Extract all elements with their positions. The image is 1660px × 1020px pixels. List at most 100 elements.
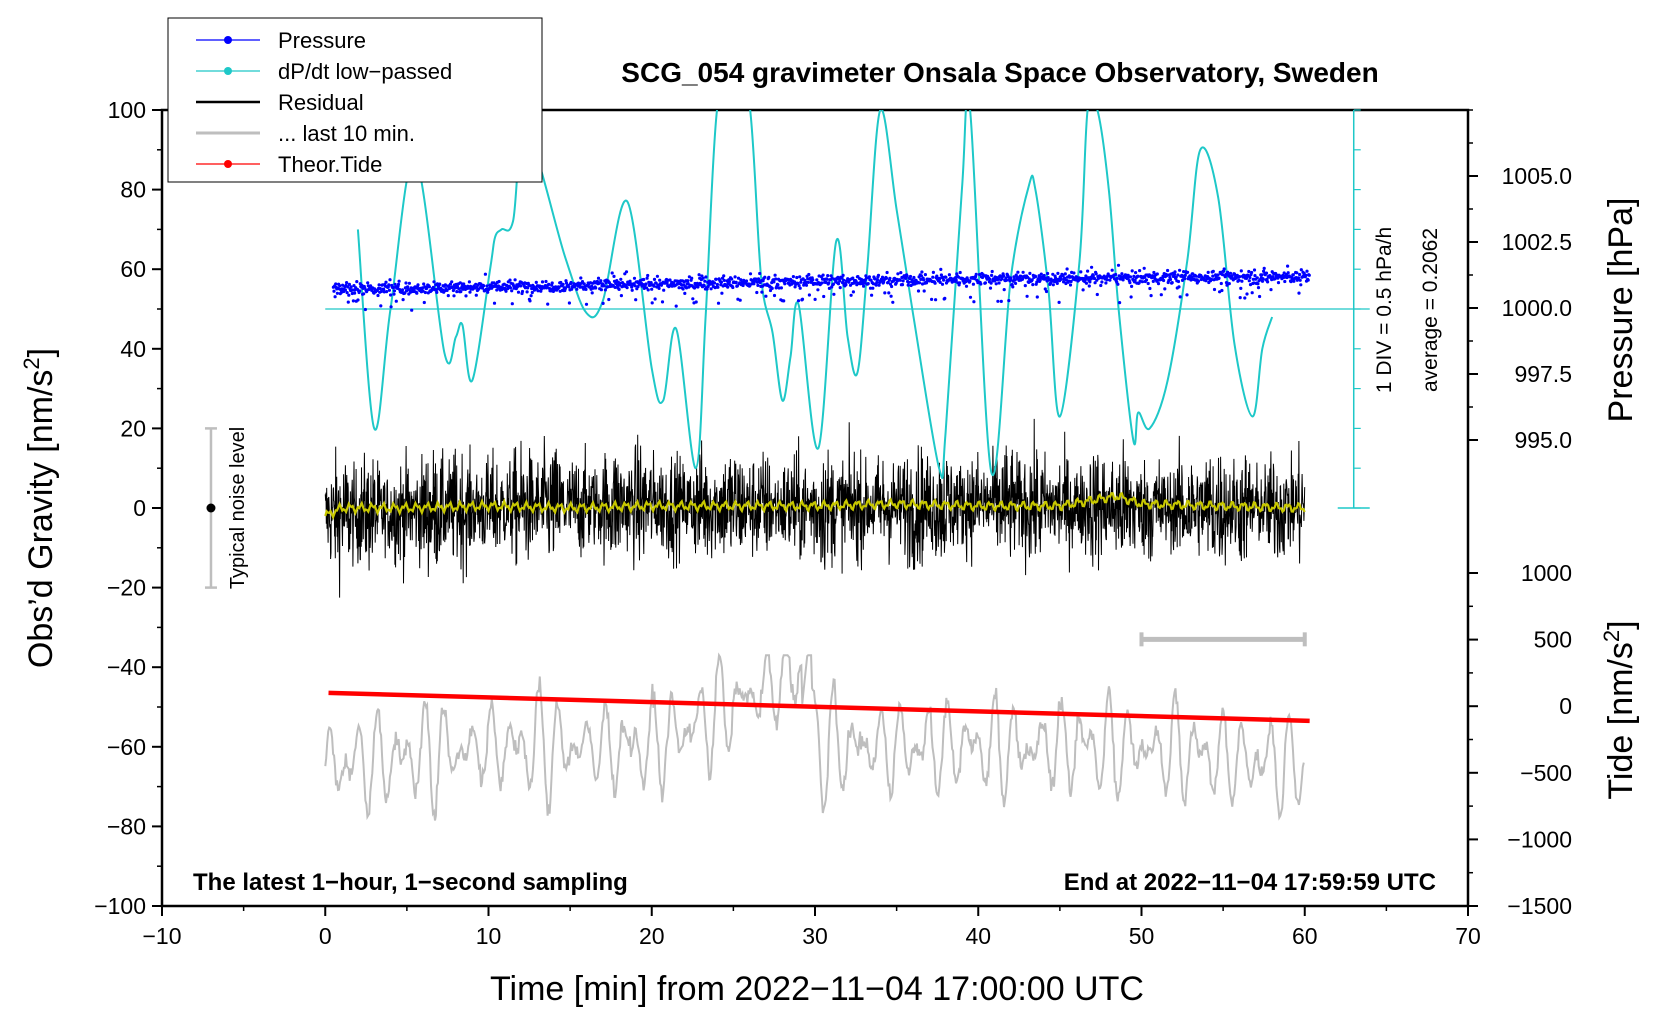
pressure-point: [923, 273, 928, 277]
y-axis-tide: 1000 500 0 −500 −1000 −1500: [1468, 560, 1572, 919]
pressure-point: [1261, 277, 1265, 281]
pressure-point: [387, 283, 391, 287]
pressure-point: [649, 281, 653, 285]
pressure-point: [875, 280, 879, 285]
pressure-point: [355, 280, 359, 284]
pressure-point: [1014, 281, 1018, 285]
pressure-point: [988, 286, 993, 290]
pressure-point: [397, 279, 401, 283]
pressure-point: [1155, 272, 1159, 276]
pressure-tick-label: 997.5: [1514, 361, 1572, 387]
legend-box: [167, 17, 543, 183]
pressure-point: [1002, 288, 1006, 292]
pressure-point: [451, 288, 455, 293]
pressure-point: [829, 274, 833, 278]
pressure-point: [1030, 278, 1034, 282]
pressure-point: [826, 274, 830, 278]
pressure-point: [736, 276, 741, 280]
pressure-point: [731, 285, 735, 290]
pressure-point: [994, 282, 998, 286]
pressure-point: [783, 282, 787, 286]
pressure-point: [690, 276, 694, 280]
pressure-point: [996, 299, 1000, 303]
pressure-point: [800, 297, 805, 301]
pressure-point: [423, 290, 427, 295]
pressure-point: [681, 287, 685, 291]
pressure-point: [615, 283, 620, 287]
pressure-point: [884, 276, 889, 280]
pressure-point: [1252, 268, 1257, 272]
pressure-point: [1298, 278, 1302, 282]
pressure-point: [353, 291, 357, 295]
pressure-point: [1244, 276, 1249, 280]
pressure-point: [628, 279, 632, 283]
x-tick-label: 0: [319, 923, 332, 949]
pressure-point: [727, 280, 732, 284]
pressure-point: [935, 274, 939, 278]
pressure-point: [384, 280, 388, 284]
y-tick-label: −60: [107, 734, 146, 760]
pressure-point: [557, 285, 561, 289]
pressure-point: [534, 280, 538, 284]
pressure-point: [862, 284, 866, 288]
pressure-point: [1226, 270, 1230, 274]
pressure-point: [968, 295, 973, 299]
pressure-point: [930, 297, 934, 301]
pressure-point: [1088, 280, 1092, 284]
pressure-point: [634, 298, 638, 302]
legend-label: dP/dt low−passed: [278, 59, 452, 84]
pressure-point: [1227, 282, 1231, 286]
y-tick-label: 100: [108, 97, 146, 123]
pressure-point: [1283, 279, 1287, 284]
pressure-point: [394, 299, 398, 303]
pressure-point: [410, 308, 414, 312]
legend-label: Pressure: [278, 28, 366, 53]
pressure-point: [345, 291, 349, 295]
pressure-point: [650, 287, 654, 291]
pressure-point: [665, 281, 669, 285]
pressure-point: [529, 294, 533, 298]
pressure-point: [1035, 280, 1039, 284]
pressure-point: [988, 277, 992, 281]
pressure-point: [1256, 286, 1261, 290]
pressure-point: [510, 289, 514, 293]
pressure-point: [908, 274, 913, 279]
pressure-point: [795, 275, 799, 280]
end-time-note: End at 2022−11−04 17:59:59 UTC: [1064, 869, 1436, 896]
pressure-point: [773, 273, 777, 277]
pressure-point: [799, 280, 803, 284]
pressure-point: [1178, 295, 1182, 299]
pressure-point: [748, 272, 753, 276]
pressure-point: [379, 304, 383, 308]
pressure-point: [504, 289, 508, 293]
pressure-point: [492, 301, 497, 305]
tide-tick-label: 1000: [1521, 560, 1572, 586]
pressure-point: [1016, 270, 1020, 274]
pressure-point: [838, 279, 842, 283]
pressure-point: [1264, 271, 1269, 275]
pressure-point: [772, 293, 777, 298]
pressure-point: [396, 282, 401, 286]
pressure-point: [821, 273, 825, 277]
pressure-point: [1297, 291, 1301, 295]
pressure-point: [1038, 278, 1042, 282]
pressure-point: [864, 276, 869, 280]
pressure-point: [686, 279, 690, 283]
pressure-point: [610, 271, 614, 275]
pressure-point: [657, 286, 661, 290]
pressure-point: [782, 299, 786, 303]
y-tick-label: 60: [120, 256, 146, 282]
pressure-point: [460, 285, 464, 289]
y-tick-label: 0: [133, 495, 146, 521]
pressure-point: [1286, 264, 1290, 268]
pressure-point: [831, 282, 836, 286]
pressure-point: [947, 273, 952, 277]
pressure-point: [519, 284, 523, 288]
dpdt-line: [356, 110, 1274, 480]
pressure-point: [776, 283, 780, 287]
pressure-point: [1255, 276, 1259, 280]
pressure-point: [1144, 278, 1149, 282]
pressure-point: [338, 284, 342, 288]
pressure-point: [1222, 267, 1226, 271]
pressure-point: [764, 294, 768, 298]
